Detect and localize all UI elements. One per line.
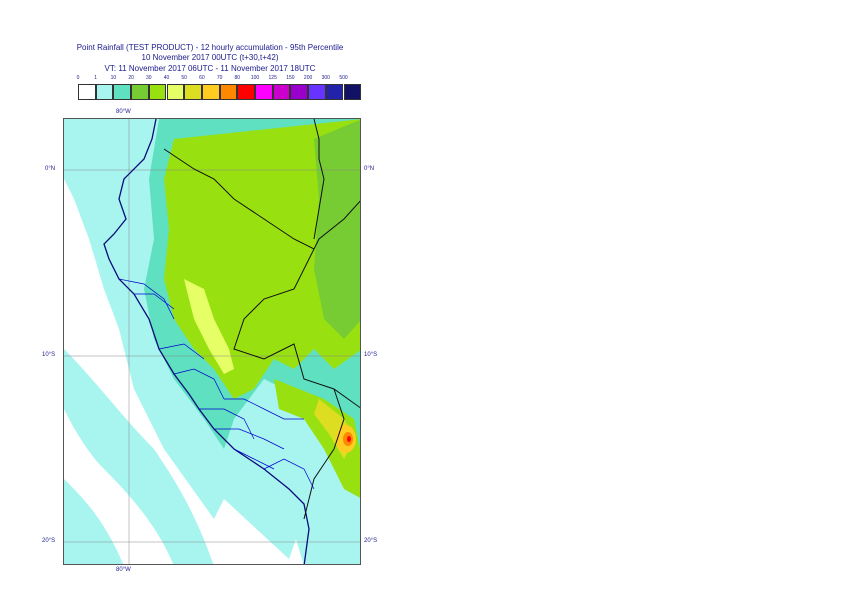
latitude-label-10s-right: 10°S xyxy=(364,352,378,358)
colorbar-swatch xyxy=(219,84,238,100)
colorbar-swatch xyxy=(201,84,220,100)
forecast-run-subtitle: 10 November 2017 00UTC (t+30,t+42) xyxy=(141,53,279,62)
rainfall-map xyxy=(63,118,361,565)
very-heavy-rain-streak xyxy=(184,279,234,374)
colorbar-threshold-label: 1 xyxy=(94,75,98,81)
national-border-peru-brazil xyxy=(233,248,360,409)
colorbar-threshold-label: 20 xyxy=(128,75,134,81)
colorbar-threshold-label: 0 xyxy=(76,75,80,81)
colorbar-threshold-label: 70 xyxy=(216,75,223,81)
latitude-label-0-right: 0°N xyxy=(364,166,375,172)
colorbar-swatch xyxy=(113,84,132,100)
colorbar-swatch xyxy=(95,84,114,100)
ocean-rain-band-2 xyxy=(64,479,124,564)
colorbar-swatch xyxy=(343,84,362,100)
colorbar-swatch xyxy=(131,84,149,100)
heavy-rain-east xyxy=(314,119,360,339)
colorbar-threshold-label: 50 xyxy=(181,75,187,81)
colorbar-swatch xyxy=(325,84,344,100)
colorbar-swatch xyxy=(255,84,273,100)
latitude-label-0-left: 0°N xyxy=(45,166,56,172)
colorbar-swatch xyxy=(290,84,309,100)
national-border-colombia xyxy=(313,119,325,240)
colorbar-swatch xyxy=(78,84,96,100)
map-title: Point Rainfall (TEST PRODUCT) - 12 hourl… xyxy=(76,43,344,52)
colorbar-threshold-label: 30 xyxy=(146,75,152,81)
latitude-label-10s-left: 10°S xyxy=(42,352,56,358)
heavy-rain-south xyxy=(274,379,360,498)
national-border-ecuador-peru xyxy=(163,148,360,250)
colorbar-threshold-label: 10 xyxy=(110,75,117,81)
colorbar-swatch xyxy=(308,84,326,100)
extreme-rain-peak xyxy=(347,436,351,442)
colorbar-threshold-label: 200 xyxy=(303,75,313,81)
colorbar-threshold-label: 300 xyxy=(321,75,330,81)
ocean-rain-band xyxy=(64,349,214,564)
colorbar-swatch xyxy=(148,84,167,100)
longitude-label-bottom: 80°W xyxy=(116,567,131,573)
colorbar-threshold-label: 80 xyxy=(234,75,241,81)
coastline xyxy=(103,119,310,564)
colorbar-threshold-label: 100 xyxy=(250,75,260,81)
colorbar-threshold-label: 40 xyxy=(163,75,170,81)
colorbar-swatch xyxy=(184,84,202,100)
colorbar-threshold-label: 125 xyxy=(268,75,277,81)
longitude-label-top: 80°W xyxy=(116,109,131,115)
colorbar-threshold-label: 150 xyxy=(286,75,295,81)
colorbar-swatch xyxy=(237,84,255,100)
colorbar-threshold-label: 60 xyxy=(199,75,205,81)
latitude-label-20s-right: 20°S xyxy=(364,538,378,544)
national-border-peru-bolivia xyxy=(303,388,345,520)
valid-time-subtitle: VT: 11 November 2017 06UTC - 11 November… xyxy=(104,64,316,73)
regional-borders xyxy=(118,278,315,490)
colorbar-swatch xyxy=(166,84,185,100)
latitude-label-20s-left: 20°S xyxy=(42,538,56,544)
colorbar-threshold-label: 500 xyxy=(339,75,348,81)
colorbar-swatch xyxy=(272,84,291,100)
